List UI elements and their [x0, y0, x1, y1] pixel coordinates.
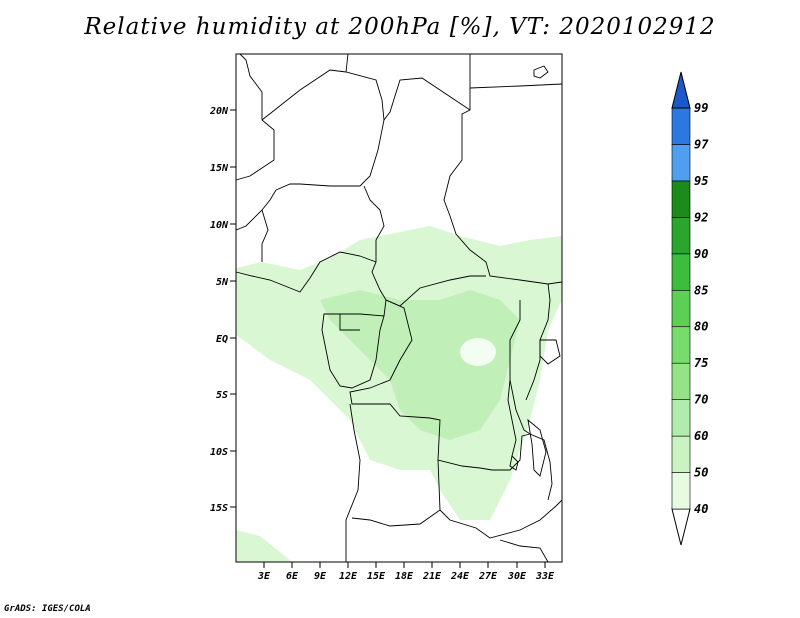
- lat-label: 15N: [210, 163, 229, 174]
- lon-label: 18E: [395, 571, 414, 582]
- credit-text: GrADS: IGES/COLA: [4, 604, 91, 614]
- lon-label: 3E: [257, 571, 271, 582]
- colorbar-label: 85: [694, 283, 708, 297]
- lon-label: 27E: [478, 571, 498, 582]
- lat-label: 10N: [210, 220, 229, 231]
- colorbar-segment: [671, 217, 691, 255]
- lon-label: 30E: [507, 571, 527, 582]
- colorbar-segment: [671, 289, 691, 328]
- colorbar-label: 60: [694, 429, 708, 443]
- colorbar-segment: [671, 180, 691, 218]
- humidity-area-south: [236, 530, 292, 562]
- humidity-shading: [236, 226, 562, 562]
- lon-label: 9E: [314, 571, 327, 582]
- longitude-axis: 3E 6E 9E 12E 15E 18E 21E 24E 27E 30E 33E: [257, 562, 555, 582]
- lat-label: 5N: [216, 277, 229, 288]
- lon-label: 15E: [367, 571, 386, 582]
- colorbar-segment: [671, 362, 691, 400]
- colorbar-label: 40: [694, 502, 708, 516]
- colorbar-label: 75: [694, 356, 708, 370]
- colorbar-segment: [671, 107, 691, 145]
- latitude-axis: 20N 15N 10N 5N EQ 5S 10S 15S: [209, 106, 236, 514]
- colorbar-min-triangle: [671, 508, 691, 546]
- lon-label: 24E: [450, 571, 470, 582]
- map-frame: [235, 53, 563, 563]
- colorbar-label: 92: [694, 210, 708, 224]
- lat-label: 5S: [216, 390, 228, 401]
- humidity-dry-patch: [460, 338, 496, 366]
- water-bodies: [507, 65, 561, 477]
- colorbar-segment: [671, 144, 691, 182]
- colorbar-max-triangle: [671, 71, 691, 109]
- lat-label: 15S: [210, 503, 228, 514]
- lat-label: 10S: [210, 447, 228, 458]
- colorbar-segment: [671, 472, 691, 510]
- colorbar-label: 99: [694, 101, 708, 115]
- colorbar-label: 80: [694, 320, 708, 334]
- colorbar-label: 70: [694, 393, 708, 407]
- lat-label: EQ: [216, 334, 228, 345]
- lon-label: 21E: [422, 571, 442, 582]
- country-borders: [235, 53, 563, 563]
- lon-label: 12E: [339, 571, 358, 582]
- lon-label: 6E: [286, 571, 299, 582]
- colorbar-label: 97: [694, 137, 709, 151]
- colorbar-segment: [671, 435, 691, 473]
- colorbar-label: 50: [694, 466, 708, 480]
- lat-label: 20N: [209, 106, 229, 117]
- colorbar-segment: [671, 253, 691, 291]
- colorbar-segment: [671, 326, 691, 364]
- humidity-area-core: [320, 290, 520, 440]
- lon-label: 33E: [535, 571, 555, 582]
- colorbar: 40 50 60 70 75 80 85 90 92 95 97 99: [671, 71, 709, 546]
- colorbar-label: 90: [694, 247, 708, 261]
- colorbar-segment: [671, 399, 691, 437]
- chart-title: Relative humidity at 200hPa [%], VT: 202…: [84, 14, 716, 40]
- colorbar-label: 95: [694, 174, 708, 188]
